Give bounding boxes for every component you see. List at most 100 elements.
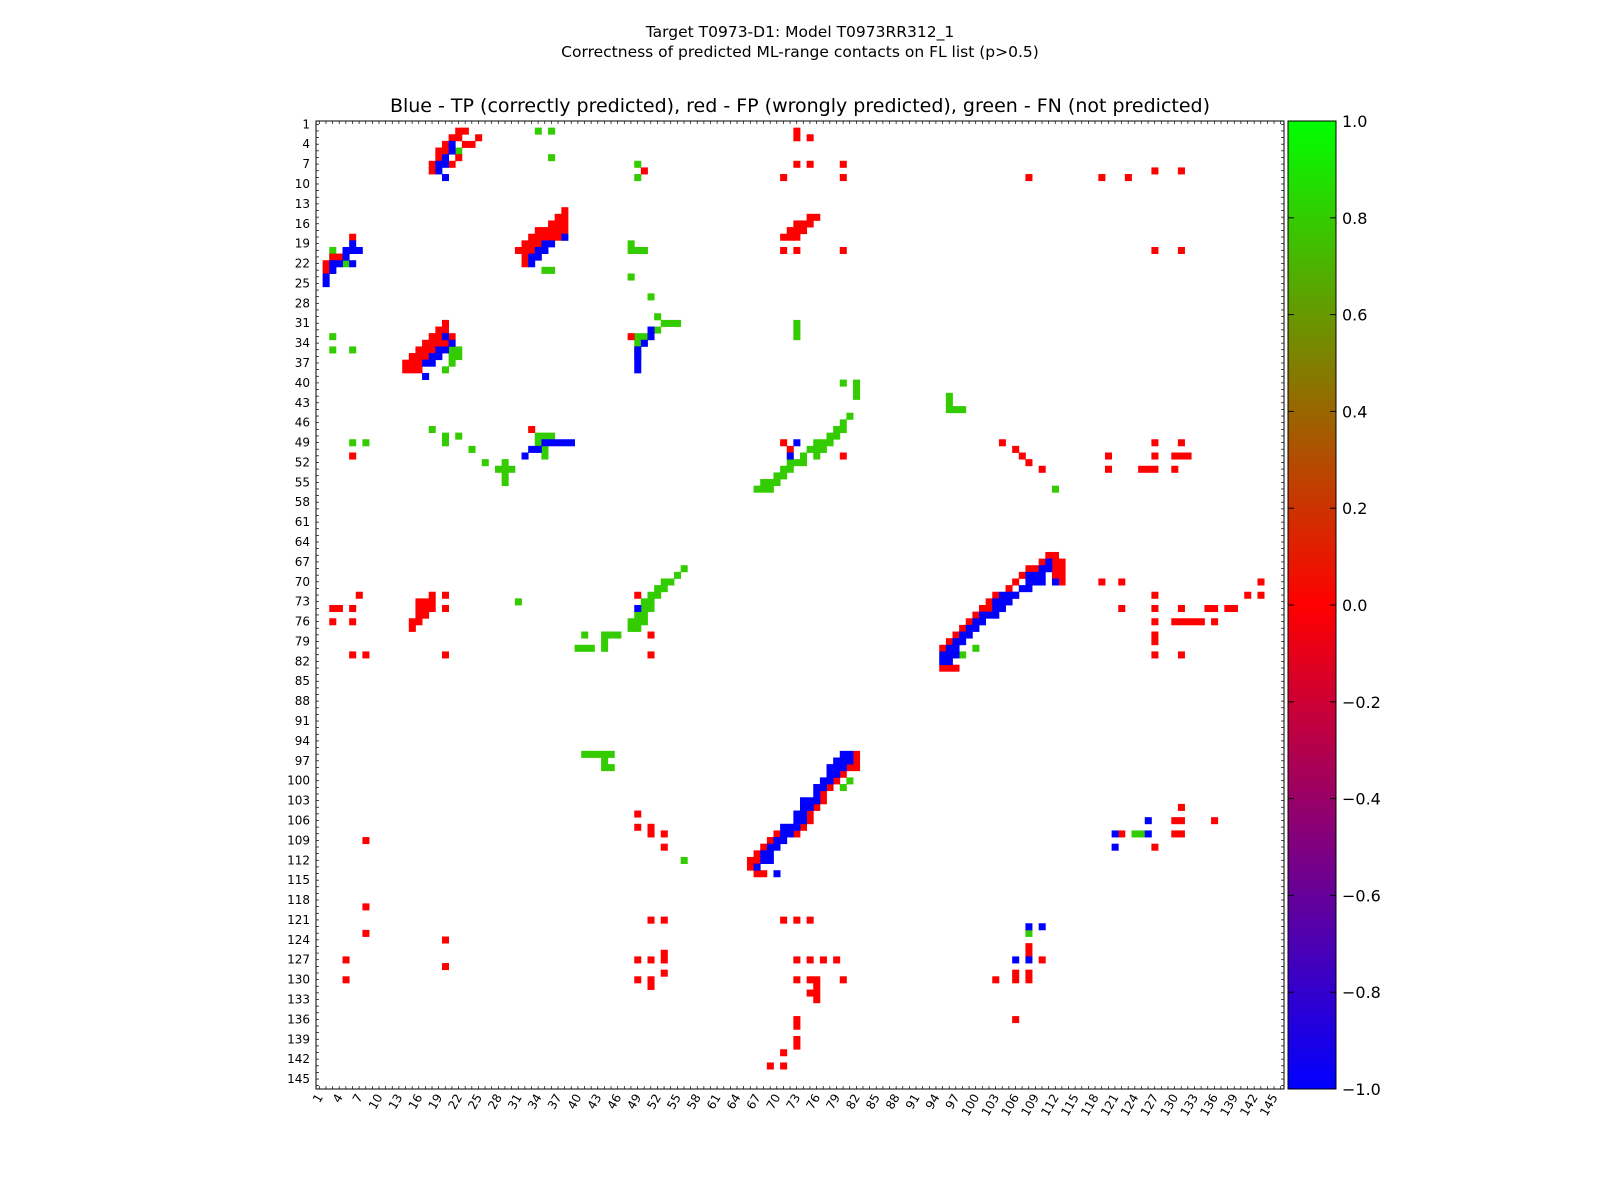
contact-cell-tp [1025,585,1033,593]
contact-cell-fn [654,585,662,593]
contact-cell-tp [322,280,330,288]
contact-cell-fp [441,140,449,148]
contact-cell-tp [786,823,794,831]
contact-cell-fp [780,916,788,924]
contact-cell-tp [548,240,556,248]
contact-cell-fp [428,346,436,354]
contact-cell-fp [521,253,529,261]
contact-cell-fp [428,591,436,599]
contact-cell-tp [780,837,788,845]
contact-cell-tp [634,366,642,374]
contact-cell-fp [1177,439,1185,447]
contact-cell-tp [846,750,854,758]
contact-cell-fp [793,956,801,964]
contact-cell-tp [819,784,827,792]
contact-cell-tp [534,246,542,254]
contact-cell-fn [819,439,827,447]
contact-cell-fn [541,432,549,440]
x-tick-label: 127 [1138,1092,1162,1119]
contact-cell-fp [528,425,536,434]
contact-cell-fp [992,976,1000,984]
heatmap-cells [322,127,1265,1070]
contact-cell-fp [1204,605,1212,613]
contact-cell-fp [561,220,569,228]
y-tick-label: 124 [287,933,310,947]
contact-cell-tp [329,266,337,274]
contact-cell-fp [939,664,947,672]
contact-cell-fp [415,605,423,613]
contact-cell-fp [813,989,821,997]
y-tick-label: 49 [295,436,310,450]
contact-cell-tp [541,439,549,447]
x-tick-label: 49 [624,1092,644,1112]
x-tick-label: 25 [465,1092,485,1112]
x-tick-label: 121 [1098,1092,1122,1119]
contact-cell-fp [1211,817,1219,825]
contact-cell-tp [766,856,774,864]
contact-cell-fp [441,605,449,613]
colorbar-tick-label: −1.0 [1342,1080,1381,1099]
contact-cell-fp [634,810,642,818]
contact-cell-tp [945,644,953,652]
contact-cell-tp [567,439,575,447]
y-tick-label: 100 [287,774,310,788]
contact-cell-fp [349,618,357,626]
contact-cell-fp [793,246,801,254]
contact-cell-tp [441,346,449,354]
contact-cell-tp [998,591,1006,599]
contact-cell-tp [813,790,821,798]
x-tick-label: 67 [744,1092,764,1112]
contact-cell-tp [1038,923,1046,931]
y-tick-label: 109 [287,833,310,847]
contact-cell-tp [965,631,973,639]
contact-cell-tp [1144,830,1152,838]
contact-cell-fp [428,160,436,168]
contact-cell-fp [1151,631,1159,639]
contact-cell-fp [806,213,814,221]
contact-cell-tp [335,260,343,268]
contact-cell-fn [1131,830,1139,838]
contact-cell-tp [634,346,642,354]
contact-cell-fp [402,366,410,374]
contact-cell-fp [839,770,847,778]
colorbar-tick-label: −0.2 [1342,693,1381,712]
contact-cell-tp [793,439,801,447]
contact-cell-tp [760,850,768,858]
y-tick-label: 64 [295,535,310,549]
contact-cell-fp [1171,465,1179,473]
colorbar [1287,120,1337,1090]
contact-cell-fn [640,333,648,341]
contact-cell-tp [959,638,967,646]
contact-cell-fp [833,956,841,964]
contact-cell-tp [1045,558,1053,566]
contact-cell-fp [448,134,456,142]
contact-cell-tp [647,333,655,341]
contact-cell-fp [793,976,801,984]
contact-cell-fp [422,598,430,606]
contact-cell-fn [674,571,682,579]
contact-cell-fn [508,465,516,473]
contact-cell-tp [435,160,443,168]
contact-cell-fp [945,664,953,672]
x-tick-label: 145 [1257,1092,1281,1119]
contact-cell-tp [342,246,350,254]
contact-cell-fp [335,253,343,261]
contact-cell-fp [793,830,801,838]
contact-cell-tp [780,830,788,838]
contact-cell-tp [541,240,549,248]
y-tick-label: 136 [287,1012,310,1026]
x-tick-label: 22 [445,1092,465,1112]
contact-cell-fp [760,843,768,851]
contact-cell-fn [627,624,635,632]
contact-cell-fn [329,333,337,341]
contact-cell-fn [534,432,542,440]
contact-cell-fp [753,850,761,858]
contact-cell-fp [1124,174,1132,182]
contact-cell-fn [773,479,781,487]
contact-cell-fp [415,618,423,626]
contact-cell-fp [349,233,357,241]
contact-cell-fp [806,817,814,825]
contact-cell-fn [1051,485,1059,493]
contact-cell-fp [853,764,861,772]
x-tick-label: 82 [843,1092,863,1112]
